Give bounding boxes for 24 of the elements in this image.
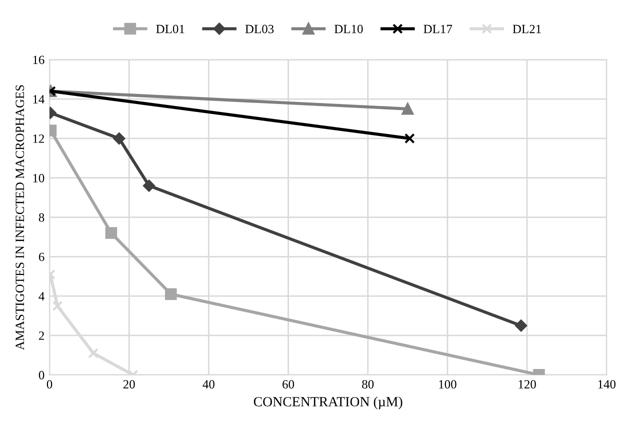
y-tick-label: 2 (38, 332, 44, 340)
x-tick-label: 60 (282, 380, 294, 389)
y-tick-label: 14 (33, 95, 44, 104)
y-tick-label: 0 (38, 370, 44, 380)
x-tick-label: 140 (598, 380, 616, 389)
x-tick-label: 100 (439, 380, 456, 389)
y-tick-label: 6 (38, 252, 44, 262)
y-tick-label: 16 (33, 56, 44, 64)
y-axis-title: AMASTIGOTES IN INFECTED MACROPHAGES (16, 85, 24, 350)
legend-label: DL03 (245, 24, 274, 34)
y-tick-label: 10 (33, 174, 44, 182)
legend-label: DL10 (334, 24, 363, 34)
legend-label: DL21 (512, 24, 541, 34)
x-tick-label: 0 (46, 380, 52, 389)
x-tick-label: 40 (202, 380, 214, 389)
x-axis-title: CONCENTRATION (µM) (254, 396, 402, 410)
y-tick-label: 12 (33, 134, 44, 143)
legend-label: DL01 (156, 24, 184, 34)
y-tick-label: 8 (38, 213, 44, 222)
legend-label: DL17 (424, 24, 452, 34)
x-tick-label: 120 (518, 380, 536, 389)
x-tick-label: 80 (362, 380, 374, 389)
x-tick-label: 20 (123, 380, 135, 389)
y-tick-label: 4 (38, 292, 44, 300)
